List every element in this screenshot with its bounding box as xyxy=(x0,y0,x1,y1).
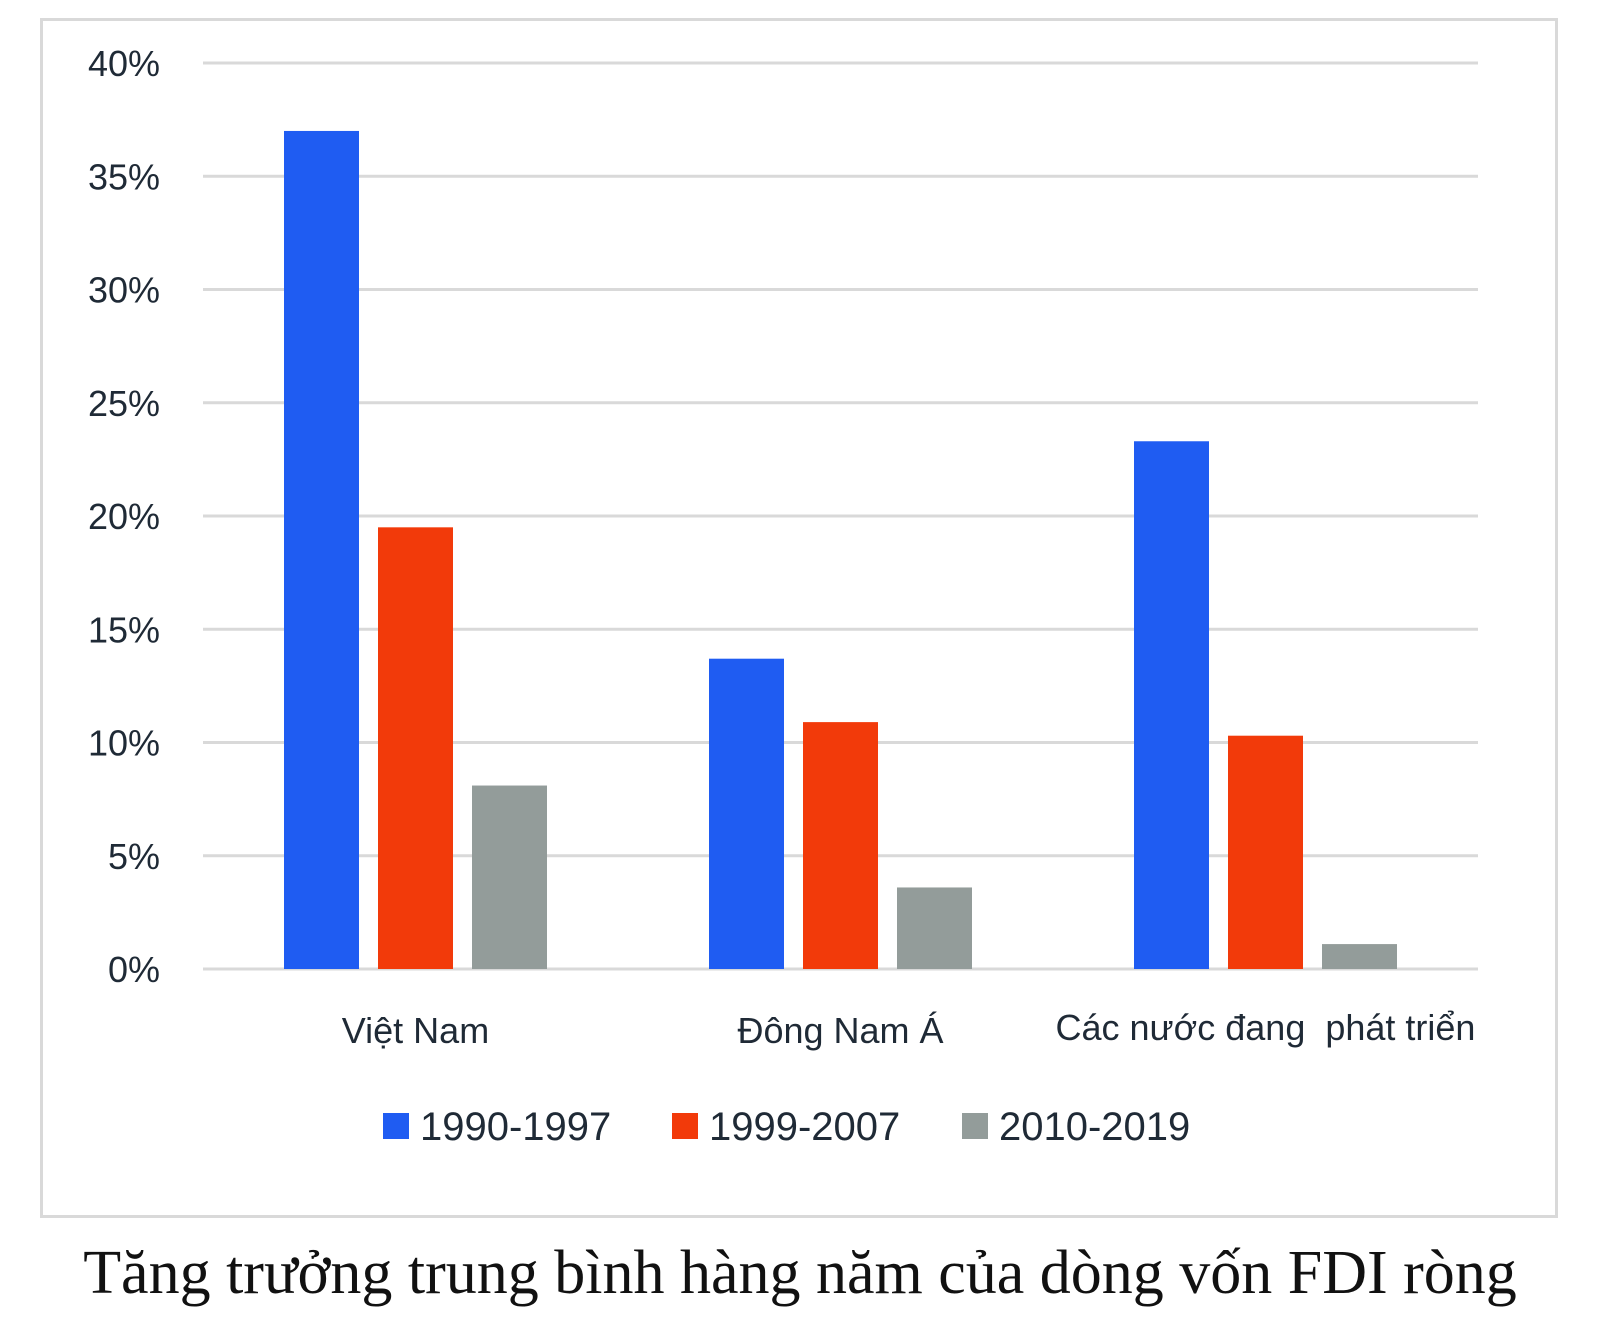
x-axis-categories: Việt Nam Đông Nam Á Các nước đang phát tri… xyxy=(342,1007,1476,1051)
category-label: Các nước đang phát triển xyxy=(1056,1007,1476,1048)
legend-label: 1990-1997 xyxy=(420,1105,611,1149)
y-tick-label: 30% xyxy=(88,270,160,311)
bar-chart: 0% 5% 10% 15% 20% 25% 30% 35% 40% Việt Nam Đông N… xyxy=(88,43,1478,1149)
bar xyxy=(378,527,453,969)
y-tick-label: 0% xyxy=(108,949,160,990)
bar xyxy=(472,785,547,969)
y-tick-label: 10% xyxy=(88,723,160,764)
y-tick-label: 40% xyxy=(88,43,160,84)
bar xyxy=(897,887,972,969)
bar xyxy=(803,722,878,969)
legend-label: 2010-2019 xyxy=(999,1105,1190,1149)
bar xyxy=(1322,944,1397,969)
y-axis-ticks: 0% 5% 10% 15% 20% 25% 30% 35% 40% xyxy=(88,43,160,990)
legend: 1990-1997 1999-2007 2010-2019 xyxy=(383,1105,1190,1149)
legend-label: 1999-2007 xyxy=(709,1105,900,1149)
bar xyxy=(1228,735,1303,969)
legend-swatch xyxy=(672,1113,698,1139)
legend-swatch xyxy=(962,1113,988,1139)
y-tick-label: 15% xyxy=(88,609,160,650)
category-label: Việt Nam xyxy=(342,1010,489,1051)
bar xyxy=(284,130,359,969)
bar xyxy=(709,658,784,969)
bars xyxy=(284,130,1397,969)
category-label: Đông Nam Á xyxy=(737,1010,943,1051)
y-tick-label: 20% xyxy=(88,496,160,537)
bar xyxy=(1134,441,1209,969)
y-tick-label: 25% xyxy=(88,383,160,424)
legend-swatch xyxy=(383,1113,409,1139)
chart-title: Tăng trưởng trung bình hàng năm của dòng… xyxy=(83,1239,1517,1307)
y-tick-label: 35% xyxy=(88,156,160,197)
y-tick-label: 5% xyxy=(108,836,160,877)
